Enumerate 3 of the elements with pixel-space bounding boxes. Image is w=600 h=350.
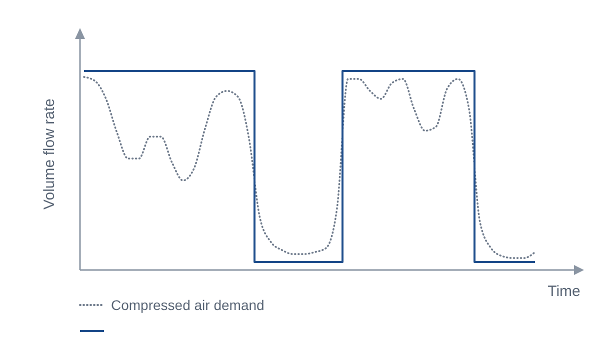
legend-label: Compressed air demand xyxy=(111,297,264,313)
y-axis-title: Volume flow rate xyxy=(41,98,58,210)
x-axis-title: Time xyxy=(548,283,580,300)
